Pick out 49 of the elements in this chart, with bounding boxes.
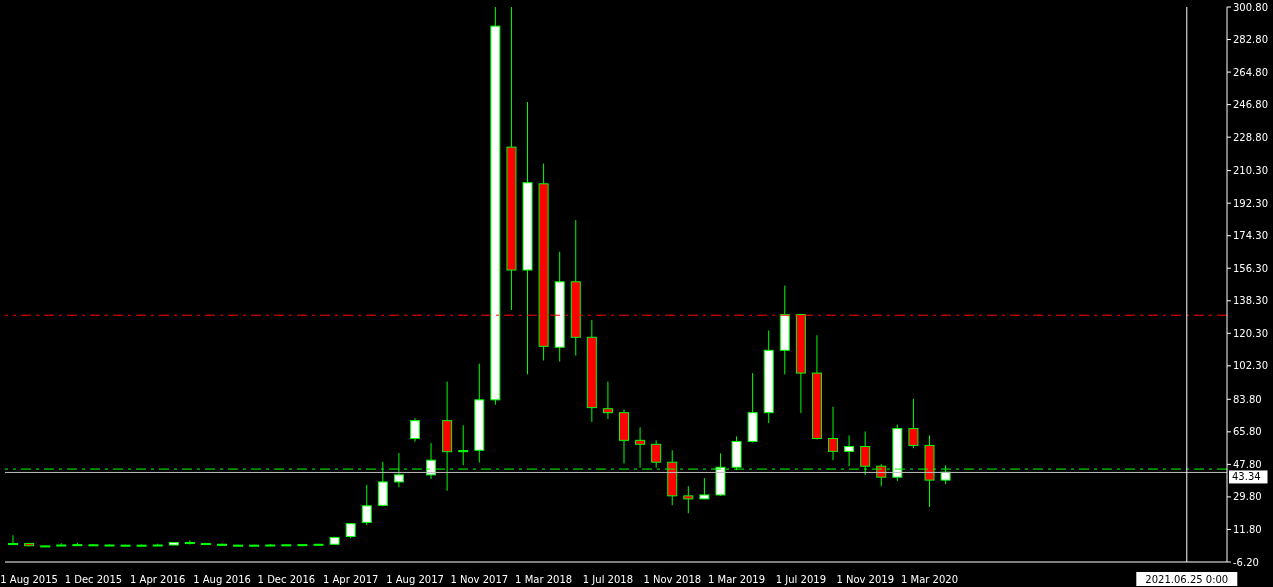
y-tick-label: 228.80 <box>1233 131 1268 143</box>
y-tick-label: 192.30 <box>1233 197 1268 209</box>
candlestick <box>361 484 372 526</box>
x-tick-label: 1 Mar 2020 <box>901 574 959 585</box>
y-tick-label: 65.80 <box>1233 426 1262 438</box>
x-tick-label: 1 Aug 2016 <box>193 574 251 585</box>
y-tick-label: 11.80 <box>1233 524 1262 536</box>
x-tick-label: 1 Apr 2017 <box>322 574 379 585</box>
x-tick-label: 1 Mar 2019 <box>708 574 766 585</box>
candlestick <box>458 424 469 466</box>
y-tick-label: -6.20 <box>1233 556 1259 568</box>
y-tick-label: 210.30 <box>1233 165 1268 177</box>
x-tick-label: 1 Nov 2019 <box>836 574 895 585</box>
y-tick-label: 83.80 <box>1233 393 1262 405</box>
x-tick-label: 1 Mar 2018 <box>515 574 573 585</box>
x-tick-label: 1 Nov 2018 <box>643 574 702 585</box>
y-tick-label: 102.30 <box>1233 360 1268 372</box>
candlestick <box>699 477 710 500</box>
x-tick-label: 1 Apr 2016 <box>130 574 186 585</box>
y-tick-label: 138.30 <box>1233 295 1268 307</box>
x-tick-label: 1 Dec 2016 <box>257 574 316 585</box>
y-tick-label: 264.80 <box>1233 66 1268 78</box>
candlestick <box>602 381 613 420</box>
candlestick <box>908 398 919 449</box>
x-tick-label: 2021.06.25 0:00 <box>1145 574 1229 585</box>
y-tick-label: 29.80 <box>1233 491 1262 503</box>
y-tick-label: 47.80 <box>1233 458 1262 470</box>
x-tick-label: 1 Aug 2015 <box>0 574 58 585</box>
y-tick-label: 246.80 <box>1233 99 1268 111</box>
x-tick-label: 1 Aug 2017 <box>386 574 444 585</box>
x-tick-label: 1 Nov 2017 <box>450 574 509 585</box>
candlestick <box>184 539 195 545</box>
candlestick <box>683 485 694 514</box>
candlestick <box>409 417 420 443</box>
y-tick-label: 282.80 <box>1233 34 1268 46</box>
ref-line-label: 43.34 <box>1232 471 1261 483</box>
y-tick-label: 156.30 <box>1233 262 1268 274</box>
candlestick <box>8 534 18 546</box>
x-tick-label: 1 Jul 2019 <box>775 574 827 585</box>
y-tick-label: 120.30 <box>1233 327 1268 339</box>
candlestick <box>136 544 147 547</box>
x-tick-label: 1 Dec 2015 <box>64 574 123 585</box>
candlestick <box>651 439 662 469</box>
x-tick-label: 1 Jul 2018 <box>582 574 634 585</box>
candlestick <box>828 406 839 461</box>
candlestick <box>844 434 855 467</box>
y-tick-label: 174.30 <box>1233 230 1268 242</box>
candlestick <box>635 426 646 469</box>
y-tick-label: 300.80 <box>1233 1 1268 13</box>
